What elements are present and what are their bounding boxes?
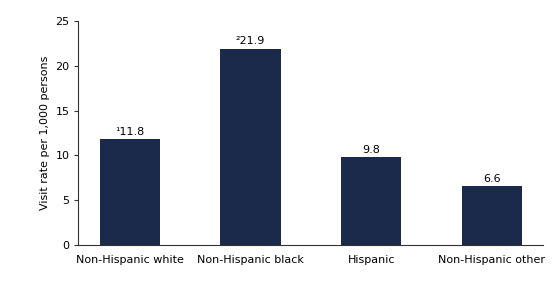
Bar: [461, 186, 522, 245]
Text: ²21.9: ²21.9: [236, 36, 265, 47]
Text: 6.6: 6.6: [483, 174, 501, 184]
Y-axis label: Visit rate per 1,000 persons: Visit rate per 1,000 persons: [40, 56, 50, 210]
Bar: [220, 49, 281, 245]
Bar: [341, 157, 402, 245]
Text: 9.8: 9.8: [362, 145, 380, 155]
Bar: [100, 139, 160, 245]
Text: ¹11.8: ¹11.8: [115, 127, 144, 137]
